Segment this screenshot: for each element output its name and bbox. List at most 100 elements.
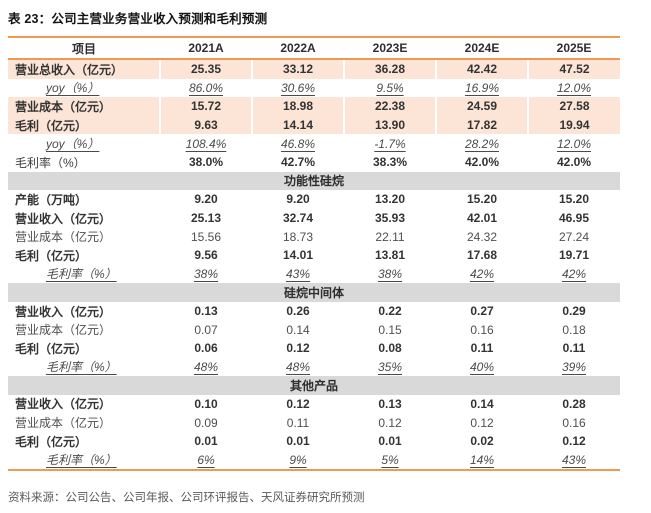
cell-value: 9.20 (194, 192, 218, 207)
section-header-row: 硅烷中间体 (8, 283, 620, 302)
table-row: yoy（%） 108.4% 46.8% -1.7% 28.2% 12.0% (8, 134, 620, 153)
cell-value: 19.71 (558, 248, 590, 263)
cell-value: 43% (561, 452, 587, 467)
cell-value: 22.38 (343, 97, 436, 116)
cell-value: 42.42 (435, 59, 528, 79)
cell-value: 27.24 (558, 229, 590, 244)
section-title: 其他产品 (8, 376, 620, 395)
col-header-year: 2025E (528, 37, 620, 60)
col-header-year: 2024E (436, 37, 528, 60)
cell-value: 42.0% (556, 155, 592, 170)
row-label: 营业成本（亿元） (8, 97, 160, 116)
cell-value: 12.0% (556, 80, 592, 95)
cell-value: 24.32 (466, 229, 498, 244)
cell-value: 0.01 (194, 434, 218, 449)
col-header-year: 2021A (160, 37, 252, 60)
cell-value: 9.56 (194, 248, 218, 263)
cell-value: 18.73 (282, 229, 314, 244)
table-row: 营业收入（亿元） 25.13 32.74 35.93 42.01 46.95 (8, 209, 620, 228)
table-row: 产能（万吨） 9.20 9.20 13.20 15.20 15.20 (8, 190, 620, 209)
cell-value: 15.20 (558, 192, 590, 207)
cell-value: 42.0% (464, 155, 500, 170)
cell-value: 9.63 (159, 115, 252, 135)
table-row: 毛利率（%） 38% 43% 38% 42% 42% (8, 265, 620, 284)
row-label: 营业成本（亿元） (15, 323, 112, 338)
cell-value: 17.68 (466, 248, 498, 263)
table-row: yoy（%） 86.0% 30.6% 9.5% 16.9% 12.0% (8, 79, 620, 98)
forecast-table: 项目 2021A 2022A 2023E 2024E 2025E 营业总收入（亿元） 25.… (8, 36, 620, 472)
row-label: yoy（%） (46, 137, 100, 152)
section-header-row: 功能性硅烷 (8, 171, 620, 191)
table-row: 毛利（亿元） 9.56 14.01 13.81 17.68 19.71 (8, 246, 620, 265)
row-label: 营业收入（亿元） (15, 211, 112, 226)
table-row: 营业收入（亿元） 0.13 0.26 0.22 0.27 0.29 (8, 302, 620, 321)
cell-value: 0.02 (470, 434, 494, 449)
cell-value: 42% (469, 266, 495, 281)
table-row: 营业成本（亿元） 0.07 0.14 0.15 0.16 0.18 (8, 320, 620, 339)
cell-value: 9.20 (286, 192, 310, 207)
cell-value: 0.16 (562, 415, 586, 430)
row-label: 毛利率（%） (46, 360, 117, 375)
section-title: 功能性硅烷 (8, 171, 620, 191)
cell-value: 0.01 (378, 434, 402, 449)
table-row: 毛利率（%） 48% 48% 35% 40% 39% (8, 358, 620, 377)
row-label: 营业成本（亿元） (15, 230, 112, 245)
cell-value: 0.11 (562, 341, 586, 356)
table-row: 毛利（亿元） 0.01 0.01 0.01 0.02 0.12 (8, 432, 620, 451)
cell-value: 108.4% (185, 136, 227, 151)
cell-value: 46.95 (558, 211, 590, 226)
cell-value: 46.8% (280, 136, 316, 151)
row-label: 营业总收入（亿元） (8, 59, 160, 79)
cell-value: 0.27 (470, 304, 494, 319)
cell-value: 32.74 (282, 211, 314, 226)
cell-value: 0.14 (470, 396, 494, 411)
cell-value: 14% (469, 452, 495, 467)
cell-value: 9.5% (376, 80, 404, 95)
cell-value: -1.7% (374, 136, 406, 151)
cell-value: 19.94 (527, 115, 620, 135)
cell-value: 24.59 (435, 97, 528, 116)
row-label: yoy（%） (46, 81, 100, 96)
cell-value: 13.81 (374, 248, 406, 263)
cell-value: 15.72 (159, 97, 252, 116)
cell-value: 35% (377, 359, 403, 374)
cell-value: 16.9% (464, 80, 500, 95)
cell-value: 13.90 (343, 115, 436, 135)
cell-value: 0.28 (562, 396, 586, 411)
row-label: 营业成本（亿元） (15, 416, 112, 431)
cell-value: 86.0% (188, 80, 224, 95)
row-label: 毛利（亿元） (15, 434, 88, 449)
cell-value: 0.11 (286, 415, 310, 430)
cell-value: 0.06 (194, 341, 218, 356)
cell-value: 0.26 (286, 304, 310, 319)
row-label: 营业收入（亿元） (15, 397, 112, 412)
cell-value: 38.3% (372, 155, 408, 170)
section-title: 硅烷中间体 (8, 283, 620, 302)
cell-value: 5% (381, 452, 399, 467)
table-row: 营业成本（亿元） 15.72 18.98 22.38 24.59 27.58 (8, 97, 620, 116)
cell-value: 27.58 (527, 97, 620, 116)
cell-value: 0.07 (194, 322, 218, 337)
cell-value: 43% (285, 266, 311, 281)
cell-value: 0.12 (470, 415, 494, 430)
cell-value: 0.10 (194, 396, 218, 411)
cell-value: 38.0% (188, 155, 224, 170)
cell-value: 13.20 (374, 192, 406, 207)
col-header-year: 2022A (252, 37, 344, 60)
cell-value: 25.13 (190, 211, 222, 226)
cell-value: 12.0% (556, 136, 592, 151)
cell-value: 38% (377, 266, 403, 281)
cell-value: 15.56 (190, 229, 222, 244)
cell-value: 38% (193, 266, 219, 281)
table-row: 毛利率（%） 6% 9% 5% 14% 43% (8, 450, 620, 470)
cell-value: 15.20 (466, 192, 498, 207)
row-label: 毛利率（%） (46, 267, 117, 282)
cell-value: 30.6% (280, 80, 316, 95)
table-row: 营业收入（亿元） 0.10 0.12 0.13 0.14 0.28 (8, 395, 620, 414)
cell-value: 14.01 (282, 248, 314, 263)
table-row: 营业总收入（亿元） 25.35 33.12 36.28 42.42 47.52 (8, 59, 620, 79)
cell-value: 0.12 (286, 341, 310, 356)
cell-value: 40% (469, 359, 495, 374)
cell-value: 28.2% (464, 136, 500, 151)
